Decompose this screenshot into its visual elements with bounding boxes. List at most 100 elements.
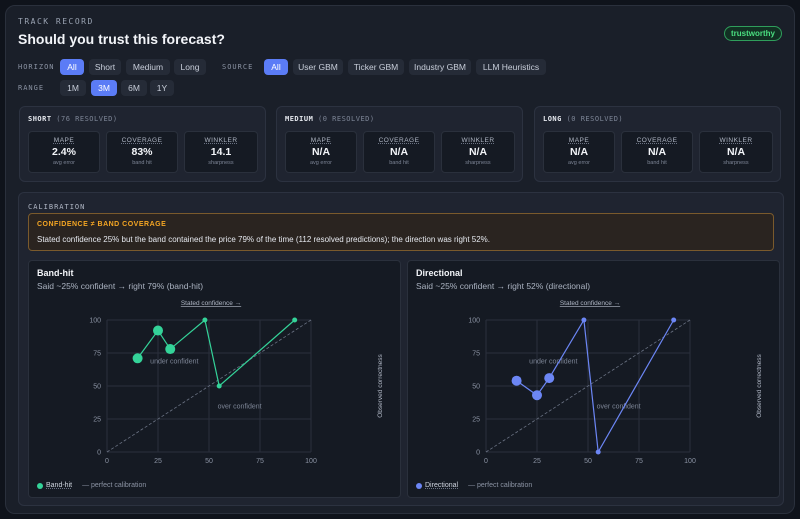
metric-label[interactable]: COVERAGE: [121, 137, 163, 144]
y-tick-label: 0: [476, 450, 480, 457]
legend-band-hit[interactable]: Band-hit: [46, 482, 73, 489]
x-tick-label: 25: [154, 458, 162, 465]
annotation-under-confident: under confident: [529, 359, 577, 366]
annotation-over-confident: over confident: [597, 403, 641, 410]
metric-caption: band hit: [132, 160, 152, 166]
metric-coverage: COVERAGE 83% band hit: [106, 131, 178, 173]
series-line: [137, 318, 296, 388]
data-point: [544, 373, 555, 384]
source-label: SOURCE: [222, 63, 254, 71]
source-pill-industry-gbm[interactable]: Industry GBM: [409, 59, 471, 75]
range-pill-1m[interactable]: 1M: [60, 80, 86, 96]
metric-label[interactable]: COVERAGE: [378, 137, 420, 144]
data-point: [216, 383, 222, 389]
card-resolved-count: (76 RESOLVED): [56, 115, 118, 123]
track-record-panel: TRACK RECORD Should you trust this forec…: [5, 5, 795, 514]
x-tick-label: 100: [684, 458, 696, 465]
range-pill-3m[interactable]: 3M: [91, 80, 117, 96]
chart-legend: Directional — perfect calibration: [416, 482, 532, 489]
metric-mape: MAPE N/A avg error: [543, 131, 615, 173]
y-tick-label: 100: [468, 318, 480, 325]
range-pill-1y[interactable]: 1Y: [150, 80, 174, 96]
y-tick-label: 100: [89, 318, 101, 325]
data-point: [511, 375, 522, 386]
metric-mape: MAPE N/A avg error: [285, 131, 357, 173]
horizon-pill-short[interactable]: Short: [89, 59, 121, 75]
chart-title: Band-hit: [37, 268, 74, 278]
x-tick-label: 75: [635, 458, 643, 465]
y-tick-label: 50: [93, 384, 101, 391]
range-pill-6m[interactable]: 6M: [121, 80, 147, 96]
band-hit-chart: 00 25 25 50 50 75 75 100 100 under confident over …: [89, 300, 384, 465]
metric-value: N/A: [726, 146, 746, 158]
x-axis-label: Stated confidence →: [181, 300, 241, 307]
x-tick-label: 0: [484, 458, 488, 465]
source-pill-ticker-gbm[interactable]: Ticker GBM: [348, 59, 404, 75]
y-tick-label: 25: [93, 417, 101, 424]
metric-label[interactable]: COVERAGE: [636, 137, 678, 144]
source-pill-llm-heuristics[interactable]: LLM Heuristics: [476, 59, 546, 75]
metric-coverage: COVERAGE N/A band hit: [363, 131, 435, 173]
horizon-pill-all[interactable]: All: [60, 59, 84, 75]
calibration-heading: CALIBRATION: [28, 203, 86, 211]
card-heading: SHORT (76 RESOLVED): [28, 115, 118, 123]
horizon-pill-long[interactable]: Long: [174, 59, 206, 75]
y-tick-label: 75: [93, 351, 101, 358]
metric-winkler: WINKLER 14.1 sharpness: [184, 131, 258, 173]
directional-chart: 00 25 25 50 50 75 75 100 100 under confident over …: [468, 300, 763, 465]
card-heading: LONG (0 RESOLVED): [543, 115, 623, 123]
x-tick-label: 75: [256, 458, 264, 465]
card-heading: MEDIUM (0 RESOLVED): [285, 115, 375, 123]
metric-label[interactable]: WINKLER: [719, 137, 753, 144]
metric-caption: sharpness: [465, 160, 491, 166]
chart-legend: Band-hit — perfect calibration: [37, 482, 146, 489]
metric-label[interactable]: MAPE: [310, 137, 332, 144]
metric-label[interactable]: MAPE: [53, 137, 75, 144]
card-resolved-count: (0 RESOLVED): [318, 115, 375, 123]
x-tick-label: 50: [584, 458, 592, 465]
horizon-card-short: SHORT (76 RESOLVED) MAPE 2.4% avg error …: [19, 106, 266, 182]
x-tick-label: 25: [533, 458, 541, 465]
horizon-label: HORIZON: [18, 63, 55, 71]
data-point: [202, 317, 208, 323]
calibration-section: CALIBRATION CONFIDENCE ≠ BAND COVERAGE S…: [18, 192, 784, 506]
alert-body: Stated confidence 25% but the band conta…: [37, 235, 491, 244]
metric-coverage: COVERAGE N/A band hit: [621, 131, 693, 173]
directional-chart-panel: 0 0 25 25 50 50 75 75 100 100 under confident over …: [407, 260, 780, 498]
metric-winkler: WINKLER N/A sharpness: [441, 131, 515, 173]
legend-directional[interactable]: Directional: [425, 482, 459, 489]
metric-label[interactable]: WINKLER: [461, 137, 495, 144]
metric-label[interactable]: WINKLER: [204, 137, 238, 144]
trust-badge: trustworthy: [724, 26, 782, 41]
metric-caption: avg error: [52, 160, 75, 166]
metric-mape: MAPE 2.4% avg error: [28, 131, 100, 173]
card-horizon-name: MEDIUM: [285, 115, 314, 123]
data-point: [671, 317, 677, 323]
card-horizon-name: SHORT: [28, 115, 52, 123]
data-point: [581, 317, 587, 323]
chart-subtitle: Said ~25% confident → right 52% (directi…: [416, 281, 591, 291]
annotation-over-confident: over confident: [218, 403, 262, 410]
page-title: Should you trust this forecast?: [18, 31, 225, 47]
metric-value: N/A: [389, 146, 409, 158]
x-axis-label: Stated confidence →: [560, 300, 620, 307]
card-horizon-name: LONG: [543, 115, 562, 123]
metric-caption: band hit: [389, 160, 409, 166]
metric-caption: band hit: [647, 160, 667, 166]
horizon-pill-medium[interactable]: Medium: [126, 59, 170, 75]
source-pill-user-gbm[interactable]: User GBM: [293, 59, 343, 75]
metric-value: N/A: [468, 146, 488, 158]
metric-caption: sharpness: [208, 160, 234, 166]
metric-label[interactable]: MAPE: [568, 137, 590, 144]
source-pill-all[interactable]: All: [264, 59, 288, 75]
range-label: RANGE: [18, 84, 45, 92]
metric-winkler: WINKLER N/A sharpness: [699, 131, 773, 173]
metric-caption: sharpness: [723, 160, 749, 166]
metric-caption: avg error: [567, 160, 590, 166]
data-point: [165, 344, 176, 355]
data-point: [153, 325, 163, 336]
metric-value: N/A: [647, 146, 667, 158]
band-hit-chart-panel: 0 0 25 25 50 50 75 75 100 100 under confident over …: [28, 260, 401, 498]
y-tick-label: 75: [472, 351, 480, 358]
horizon-card-medium: MEDIUM (0 RESOLVED) MAPE N/A avg error C…: [276, 106, 523, 182]
